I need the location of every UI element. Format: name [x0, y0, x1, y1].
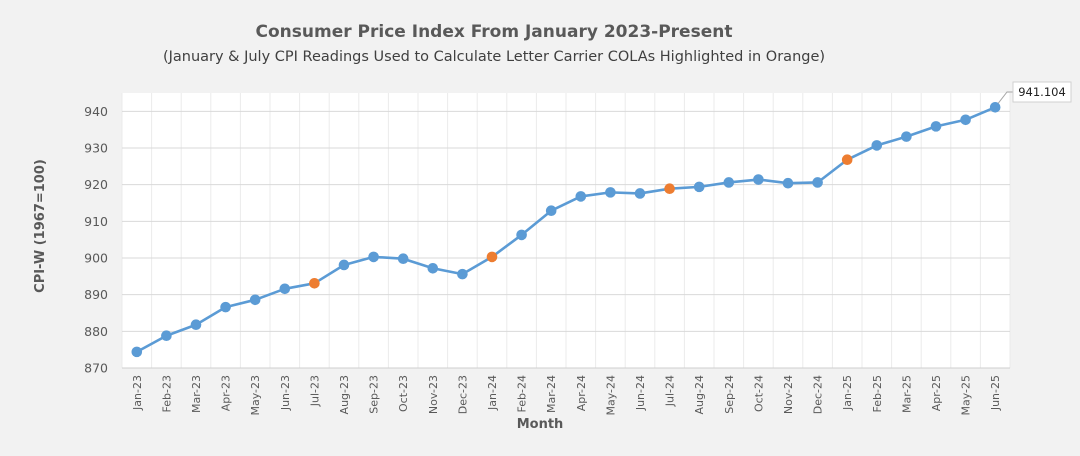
- data-point: [279, 283, 291, 295]
- data-point-highlight: [841, 154, 853, 166]
- x-tick-label: Jan-23: [131, 375, 144, 411]
- x-tick-label: Oct-23: [397, 375, 410, 412]
- x-tick-label: Apr-24: [575, 375, 588, 411]
- x-tick-label: Dec-23: [456, 375, 469, 414]
- data-point: [812, 177, 823, 188]
- x-tick-label: Nov-24: [782, 375, 795, 414]
- y-tick-label: 890: [84, 287, 108, 302]
- x-tick-label: Mar-25: [900, 375, 913, 413]
- data-point-highlight: [309, 278, 320, 289]
- data-point: [220, 301, 231, 313]
- data-point: [782, 177, 794, 189]
- data-point: [545, 205, 557, 216]
- data-point: [634, 188, 646, 199]
- x-tick-label: Oct-24: [752, 375, 765, 412]
- x-tick-label: Dec-24: [812, 375, 825, 414]
- data-point: [871, 140, 883, 151]
- y-tick-label: 920: [84, 177, 108, 192]
- y-tick-label: 900: [84, 251, 108, 266]
- x-tick-label: Aug-24: [693, 375, 706, 414]
- chart-title: Consumer Price Index From January 2023-P…: [256, 22, 733, 42]
- x-tick-label: Jul-24: [664, 375, 677, 407]
- data-point: [989, 101, 1001, 113]
- y-tick-label: 910: [84, 214, 108, 229]
- x-tick-label: May-23: [249, 375, 262, 416]
- data-point: [605, 187, 616, 198]
- data-point: [516, 229, 527, 241]
- data-point: [368, 251, 379, 263]
- y-tick-label: 940: [84, 104, 108, 119]
- data-point: [901, 131, 912, 142]
- chart-subtitle: (January & July CPI Readings Used to Cal…: [163, 49, 825, 65]
- x-tick-label: Jul-23: [308, 375, 321, 407]
- x-tick-label: Mar-23: [190, 375, 203, 413]
- vertical-gridlines: [121, 93, 1011, 368]
- x-tick-label: Aug-23: [338, 375, 351, 414]
- data-point: [753, 174, 764, 185]
- data-point: [249, 294, 261, 306]
- x-tick-label: Apr-25: [930, 375, 943, 411]
- data-point: [930, 121, 942, 132]
- x-tick-label: Jun-25: [989, 375, 1002, 411]
- data-point: [131, 346, 143, 358]
- x-tick-label: Mar-24: [545, 375, 558, 413]
- data-label-box: [1012, 81, 1072, 103]
- x-tick-label: Feb-25: [871, 375, 884, 412]
- x-axis-tick-labels: Jan-23 Feb-23 Mar-23 Apr-23 May-23 Jun-23 Jul-…: [131, 375, 1002, 416]
- x-tick-label: May-25: [960, 375, 973, 416]
- data-point-highlight: [664, 183, 675, 194]
- data-point-highlight: [486, 251, 498, 263]
- data-point: [960, 114, 971, 126]
- data-point: [427, 262, 439, 274]
- y-tick-label: 930: [84, 141, 108, 156]
- data-point: [457, 268, 468, 280]
- y-tick-label: 880: [84, 324, 108, 339]
- data-label: 941.104: [1018, 85, 1066, 99]
- data-point: [397, 253, 409, 265]
- x-tick-label: Jan-24: [486, 375, 499, 411]
- x-tick-label: Sep-24: [723, 375, 736, 414]
- y-tick-label: 870: [84, 361, 108, 376]
- data-label-leader-line: [997, 91, 1013, 104]
- x-tick-label: Jan-25: [841, 375, 854, 411]
- x-tick-label: May-24: [604, 375, 617, 416]
- y-axis-title: CPI-W (1967=100): [33, 159, 48, 293]
- x-tick-label: Jun-24: [634, 375, 647, 411]
- data-points: [131, 101, 1001, 358]
- x-tick-label: Jun-23: [279, 375, 292, 411]
- data-point: [161, 330, 172, 342]
- data-point: [190, 319, 202, 331]
- x-tick-label: Feb-24: [516, 375, 529, 412]
- x-tick-label: Sep-23: [368, 375, 381, 414]
- data-label-group: 941.104: [997, 81, 1072, 104]
- data-point: [338, 259, 350, 271]
- x-tick-label: Nov-23: [427, 375, 440, 414]
- x-tick-label: Feb-23: [160, 375, 173, 412]
- data-point: [575, 191, 587, 202]
- y-axis-tick-labels: 870 880 890 900 910 920 930 940: [84, 104, 108, 376]
- data-point: [723, 177, 735, 188]
- x-tick-label: Apr-23: [220, 375, 233, 411]
- data-point: [693, 181, 705, 193]
- x-axis-title: Month: [517, 417, 564, 432]
